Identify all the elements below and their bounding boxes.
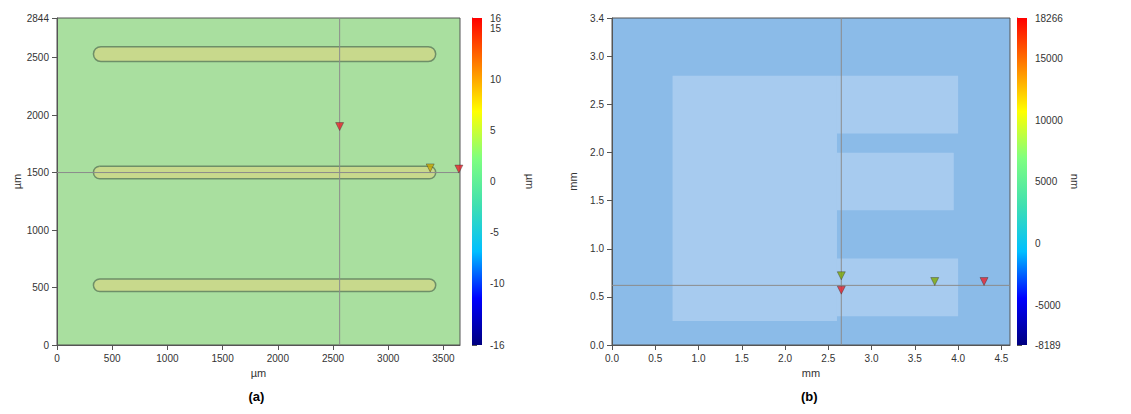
svg-text:10: 10 — [490, 74, 502, 85]
svg-text:mm: mm — [567, 172, 579, 190]
svg-text:5000: 5000 — [1035, 176, 1058, 187]
svg-text:3.4: 3.4 — [590, 13, 604, 24]
svg-text:4.5: 4.5 — [994, 353, 1008, 364]
svg-text:0: 0 — [1035, 238, 1041, 249]
svg-text:16: 16 — [490, 13, 502, 24]
svg-text:3.5: 3.5 — [908, 353, 922, 364]
svg-text:3500: 3500 — [432, 353, 455, 364]
svg-text:0: 0 — [43, 340, 49, 351]
svg-text:0: 0 — [490, 176, 496, 187]
svg-text:2.0: 2.0 — [590, 147, 604, 158]
svg-text:µm: µm — [524, 174, 536, 190]
svg-text:2000: 2000 — [267, 353, 290, 364]
svg-text:5: 5 — [490, 125, 496, 136]
svg-text:-16: -16 — [490, 340, 505, 351]
svg-text:1.5: 1.5 — [590, 195, 604, 206]
svg-text:2.5: 2.5 — [821, 353, 835, 364]
svg-text:2.5: 2.5 — [590, 99, 604, 110]
svg-text:15: 15 — [490, 23, 502, 34]
svg-text:2500: 2500 — [322, 353, 345, 364]
svg-text:µm: µm — [251, 367, 267, 379]
svg-text:1.5: 1.5 — [735, 353, 749, 364]
svg-text:-5: -5 — [490, 227, 499, 238]
svg-text:mm: mm — [802, 367, 820, 379]
svg-text:1.0: 1.0 — [692, 353, 706, 364]
svg-text:15000: 15000 — [1035, 53, 1063, 64]
svg-text:-10: -10 — [490, 278, 505, 289]
svg-text:µm: µm — [11, 174, 23, 190]
svg-text:1000: 1000 — [156, 353, 179, 364]
svg-text:1.0: 1.0 — [590, 243, 604, 254]
svg-text:1000: 1000 — [27, 225, 50, 236]
svg-text:10000: 10000 — [1035, 115, 1063, 126]
svg-text:3000: 3000 — [377, 353, 400, 364]
svg-text:0.5: 0.5 — [590, 291, 604, 302]
svg-text:4.0: 4.0 — [951, 353, 965, 364]
svg-text:3.0: 3.0 — [590, 51, 604, 62]
svg-text:nm: nm — [1069, 174, 1081, 189]
svg-text:(a): (a) — [249, 389, 265, 404]
svg-text:2.0: 2.0 — [778, 353, 792, 364]
svg-text:2844: 2844 — [27, 13, 50, 24]
svg-text:(b): (b) — [801, 389, 818, 404]
svg-text:1500: 1500 — [211, 353, 234, 364]
svg-text:2500: 2500 — [27, 52, 50, 63]
svg-text:-5000: -5000 — [1035, 300, 1061, 311]
svg-text:18266: 18266 — [1035, 13, 1063, 24]
svg-text:500: 500 — [104, 353, 121, 364]
svg-text:0.0: 0.0 — [605, 353, 619, 364]
svg-text:2000: 2000 — [27, 110, 50, 121]
svg-text:1500: 1500 — [27, 167, 50, 178]
svg-text:0: 0 — [54, 353, 60, 364]
svg-text:0.0: 0.0 — [590, 340, 604, 351]
svg-text:0.5: 0.5 — [648, 353, 662, 364]
svg-text:3.0: 3.0 — [865, 353, 879, 364]
svg-text:-8189: -8189 — [1035, 340, 1061, 351]
svg-text:500: 500 — [32, 282, 49, 293]
